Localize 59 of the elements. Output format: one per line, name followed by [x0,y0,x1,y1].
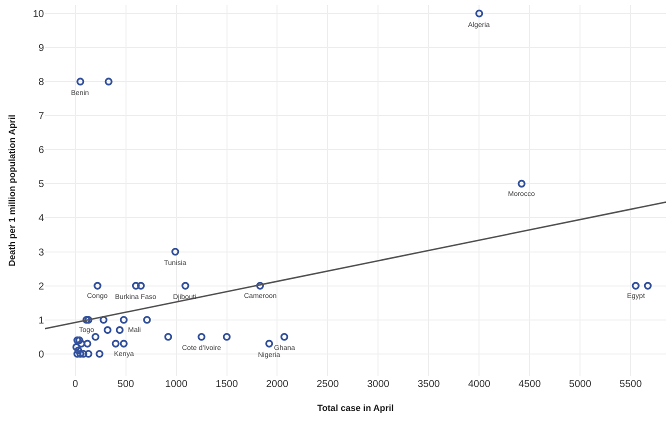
point [222,332,231,341]
point [104,78,113,86]
point [198,332,206,341]
point [100,316,108,324]
point [164,332,172,341]
x-tick-label: 3500 [418,379,440,390]
point [94,282,102,290]
y-tick-label: 7 [38,111,44,122]
y-tick-label: 6 [38,145,44,156]
point [92,332,100,341]
y-tick-label: 4 [38,213,44,224]
point [84,340,92,348]
point [84,350,92,358]
x-tick-label: 2500 [316,379,340,390]
point [96,350,104,358]
x-tick-label: 5000 [569,379,592,390]
y-tick-label: 3 [38,247,44,258]
point [265,340,274,348]
point [132,282,140,290]
y-tick-label: 1 [38,315,44,326]
point [280,332,288,341]
point [116,326,124,334]
x-tick-label: 500 [117,379,135,390]
x-tick-label: 1500 [216,379,238,390]
y-tick-label: 0 [38,349,44,360]
x-tick-label: 1000 [165,379,188,390]
point [171,248,180,256]
point [73,350,82,358]
x-tick-label: 4500 [518,379,542,390]
point [73,336,82,344]
y-tick-label: 10 [32,9,44,20]
point [143,316,151,324]
point [75,336,84,344]
point [120,316,128,324]
point [518,180,526,188]
point [137,282,145,290]
y-tick-label: 5 [38,179,44,190]
y-tick-label: 8 [38,77,44,88]
point [76,78,84,86]
y-tick-label: 9 [38,43,44,54]
x-tick-label: 0 [72,379,79,390]
y-axis-title: Death per 1 million population April [7,114,18,266]
point [112,340,120,348]
point [120,340,128,348]
y-tick-label: 2 [38,281,44,292]
x-axis-title: Total case in April [317,402,394,413]
point [632,282,640,290]
point [644,282,652,290]
point [256,282,264,290]
x-tick-label: 2000 [266,379,289,390]
x-tick-label: 4000 [468,379,491,390]
point [72,343,80,351]
point [475,10,484,18]
point [181,282,190,290]
point [104,326,112,334]
point [84,316,92,324]
point [82,316,90,324]
x-tick-label: 3000 [367,379,390,390]
x-tick-label: 5500 [620,379,642,390]
